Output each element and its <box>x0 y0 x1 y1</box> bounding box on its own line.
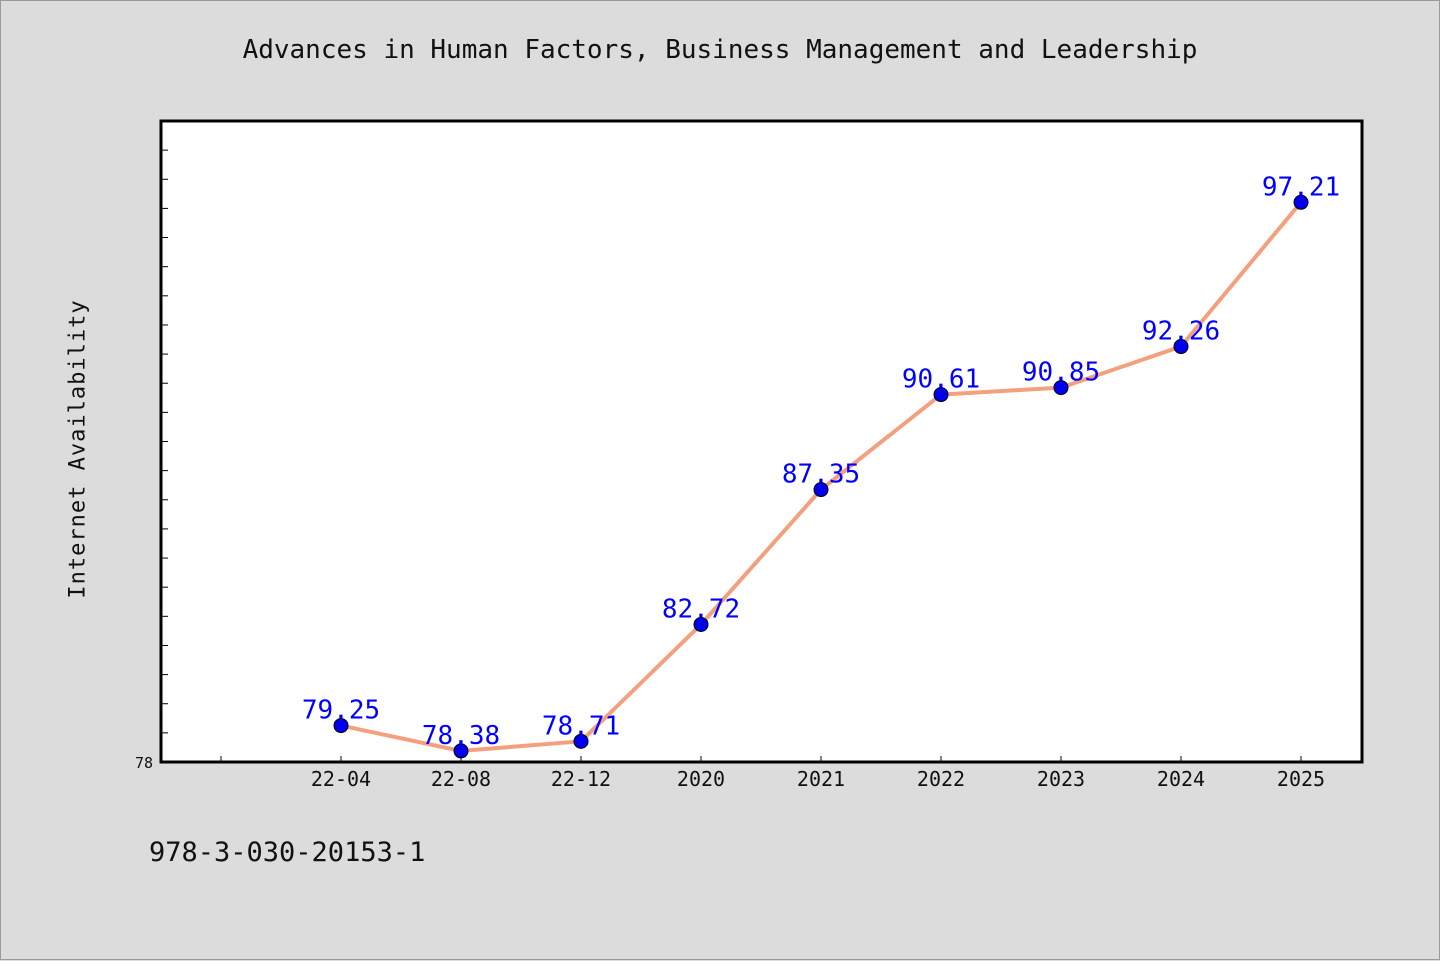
chart-title: Advances in Human Factors, Business Mana… <box>242 35 1198 65</box>
x-tick-label: 2020 <box>677 767 725 791</box>
y-tick-label: 78 <box>135 754 153 772</box>
x-tick-label: 2022 <box>917 767 965 791</box>
data-point <box>693 616 709 632</box>
data-point <box>333 718 349 734</box>
x-tick-label: 22-08 <box>431 767 491 791</box>
x-tick-label: 2021 <box>797 767 845 791</box>
data-label: 79.25 <box>302 696 380 726</box>
data-label: 87.35 <box>782 460 860 490</box>
x-tick-label: 22-12 <box>551 767 611 791</box>
data-point <box>813 482 829 498</box>
data-point <box>1293 194 1309 210</box>
x-tick-label: 2024 <box>1157 767 1205 791</box>
data-label: 78.38 <box>422 721 500 751</box>
data-point <box>453 743 469 759</box>
x-tick-label: 2023 <box>1037 767 1085 791</box>
data-point <box>933 387 949 403</box>
data-label: 97.21 <box>1262 172 1340 202</box>
data-label: 78.71 <box>542 711 620 741</box>
data-point <box>1053 380 1069 396</box>
data-label: 90.61 <box>902 365 980 395</box>
data-label: 82.72 <box>662 594 740 624</box>
x-tick-label: 2025 <box>1277 767 1325 791</box>
data-label: 92.26 <box>1142 317 1220 347</box>
data-point <box>573 733 589 749</box>
data-point <box>1173 339 1189 355</box>
isbn-text: 978-3-030-20153-1 <box>149 837 426 868</box>
data-label: 90.85 <box>1022 358 1100 388</box>
x-tick-label: 22-04 <box>311 767 371 791</box>
plot-area <box>159 119 1364 764</box>
